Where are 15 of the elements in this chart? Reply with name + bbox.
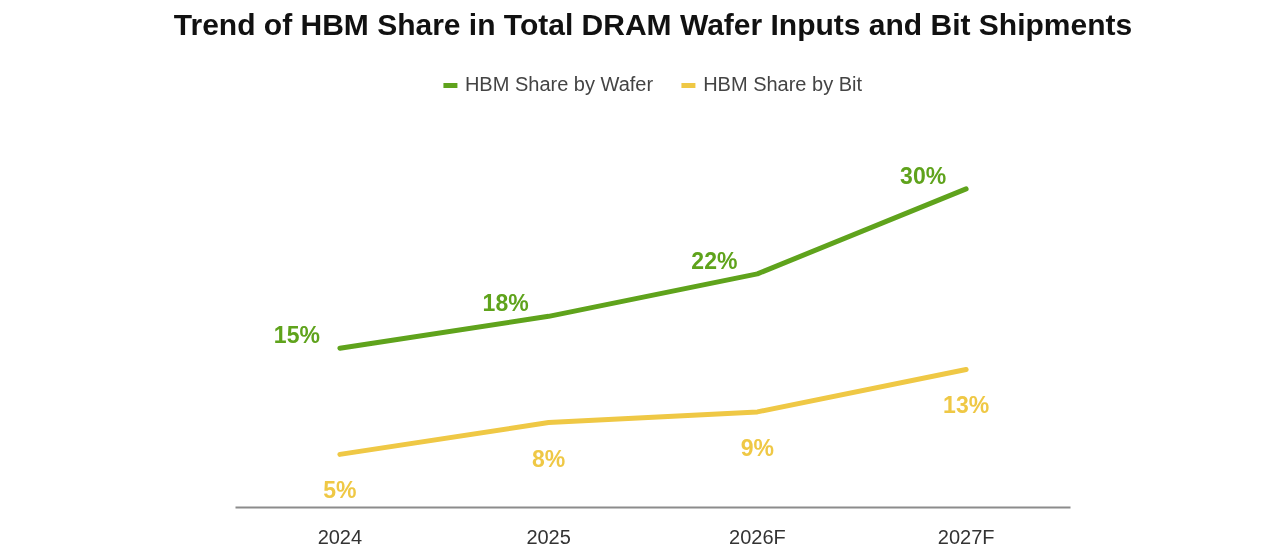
x-tick-label: 2027F: [937, 525, 995, 548]
legend-label: HBM Share by Wafer: [464, 73, 654, 96]
data-label: 5%: [323, 477, 357, 504]
data-label: 8%: [532, 445, 566, 472]
data-label: 15%: [273, 322, 320, 349]
data-label: 18%: [482, 290, 529, 317]
x-tick-label: 2025: [526, 525, 571, 548]
data-label: 22%: [691, 247, 738, 274]
x-tick-label: 2026F: [729, 525, 786, 548]
x-tick-label: 2024: [317, 525, 363, 548]
chart-title: Trend of HBM Share in Total DRAM Wafer Inputs and Bit Shipments: [173, 7, 1133, 41]
data-label: 13%: [943, 392, 990, 419]
data-label: 9%: [740, 434, 774, 461]
data-label: 30%: [900, 162, 947, 189]
legend-label: HBM Share by Bit: [703, 73, 863, 96]
